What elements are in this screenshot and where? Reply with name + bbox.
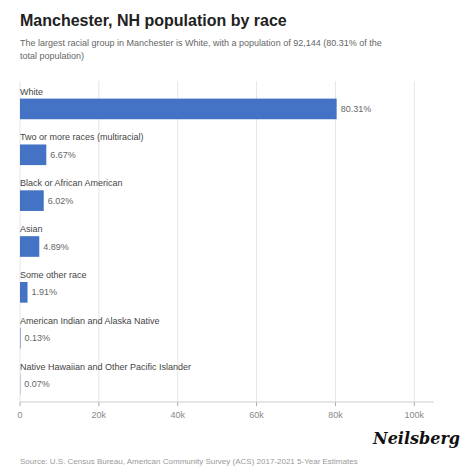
grid-line bbox=[414, 81, 415, 402]
data-label: 6.02% bbox=[48, 196, 74, 206]
brand: Neilsberg bbox=[372, 429, 460, 448]
grid-line bbox=[177, 81, 178, 402]
source: Source: U.S. Census Bureau, American Com… bbox=[20, 457, 358, 466]
tick-label: 100k bbox=[405, 410, 425, 420]
bar bbox=[20, 374, 21, 395]
data-label: 1.91% bbox=[32, 287, 58, 297]
data-label: 0.13% bbox=[25, 333, 51, 343]
bars bbox=[20, 99, 337, 395]
subtitle: The largest racial group in Manchester i… bbox=[20, 38, 382, 61]
chart: Manchester, NH population by race The lar… bbox=[0, 0, 474, 474]
tick-label: 80k bbox=[328, 410, 343, 420]
tick-mark bbox=[98, 402, 99, 406]
tick-label: 0 bbox=[17, 410, 22, 420]
axis-line bbox=[20, 402, 434, 403]
tick-label: 40k bbox=[170, 410, 185, 420]
title: Manchester, NH population by race bbox=[20, 12, 287, 29]
bar bbox=[20, 282, 28, 303]
tick-mark bbox=[256, 402, 257, 406]
grid bbox=[20, 81, 414, 402]
data-label: 4.89% bbox=[43, 242, 69, 252]
grid-line bbox=[335, 81, 336, 402]
bar bbox=[20, 190, 44, 211]
x-axis: 0 20k 40k 60k 80k 100k bbox=[17, 402, 434, 420]
data-label: 80.31% bbox=[341, 104, 372, 114]
tick-label: 20k bbox=[92, 410, 107, 420]
category-label: Asian bbox=[20, 224, 43, 234]
grid-line bbox=[98, 81, 99, 402]
data-label: 6.67% bbox=[50, 150, 76, 160]
bar bbox=[20, 144, 46, 165]
tick-mark bbox=[177, 402, 178, 406]
tick-label: 60k bbox=[249, 410, 264, 420]
tick-mark bbox=[414, 402, 415, 406]
category-label: Native Hawaiian and Other Pacific Island… bbox=[20, 362, 191, 372]
labels: White 80.31% Two or more races (multiracia… bbox=[20, 87, 371, 389]
grid-line bbox=[256, 81, 257, 402]
tick-mark bbox=[335, 402, 336, 406]
data-label: 0.07% bbox=[24, 379, 50, 389]
category-label: Black or African American bbox=[20, 178, 123, 188]
category-label: American Indian and Alaska Native bbox=[20, 316, 160, 326]
category-label: Some other race bbox=[20, 270, 87, 280]
category-label: White bbox=[20, 87, 43, 97]
bar bbox=[20, 99, 337, 120]
bar bbox=[20, 328, 21, 349]
category-label: Two or more races (multiracial) bbox=[20, 132, 144, 142]
bar bbox=[20, 236, 39, 257]
tick-mark bbox=[20, 402, 21, 406]
